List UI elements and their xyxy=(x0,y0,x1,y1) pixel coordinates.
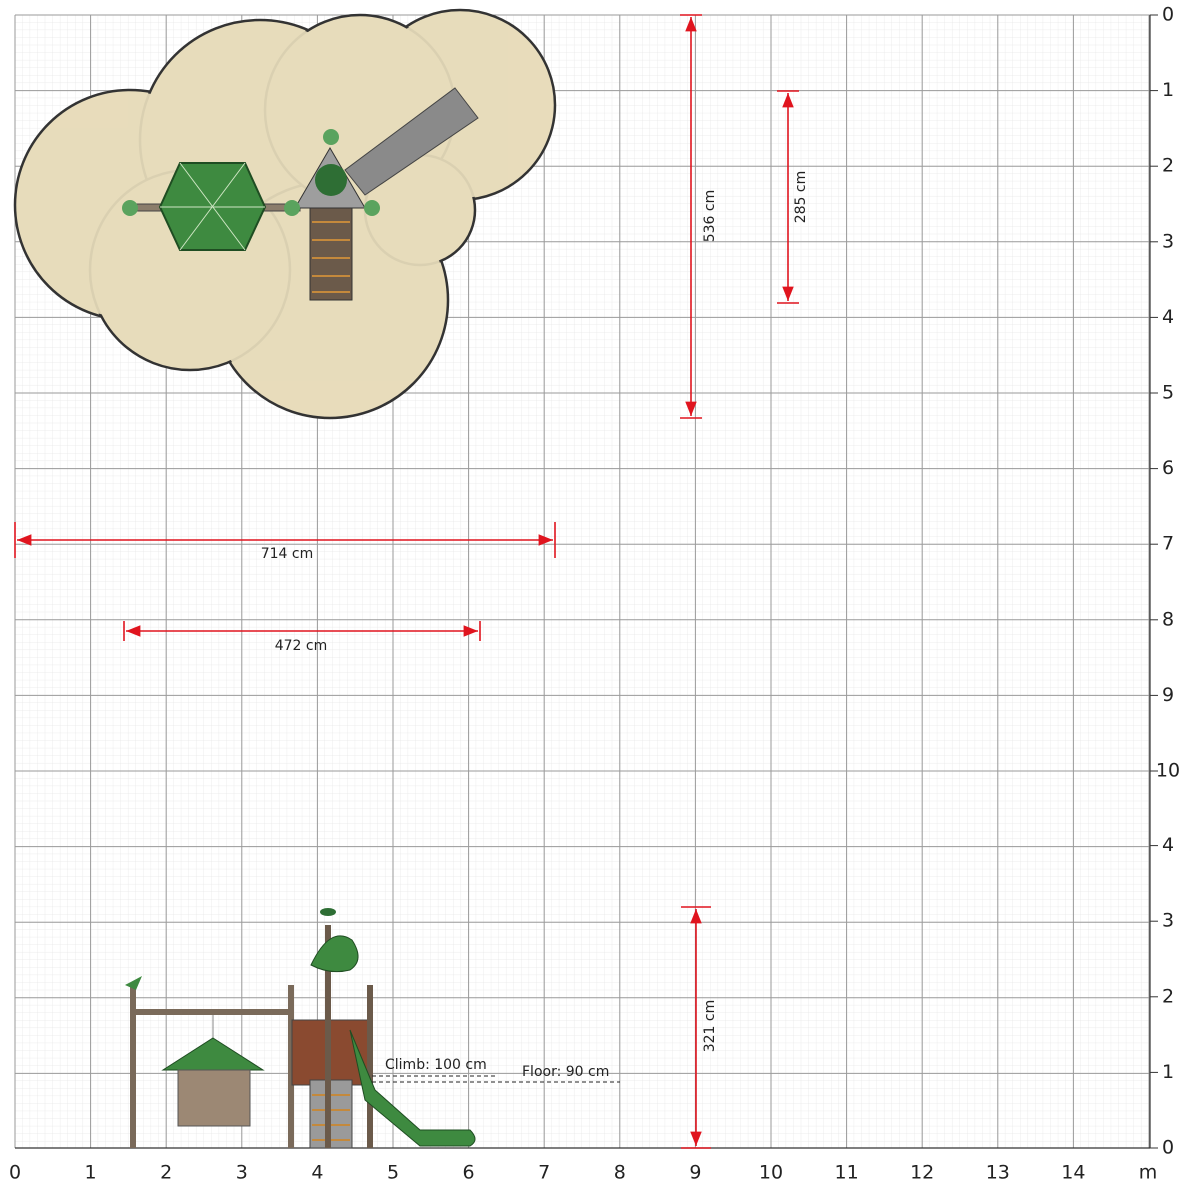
x-tick-label: 11 xyxy=(835,1162,859,1184)
dimension-label: 536 cm xyxy=(702,190,718,243)
annotation: Climb: 100 cm xyxy=(385,1057,487,1073)
y-tick-label: 6 xyxy=(1162,457,1174,479)
y-tick-label: 0 xyxy=(1162,1137,1174,1159)
y-tick-label: 7 xyxy=(1162,533,1174,555)
y-tick-label: 1 xyxy=(1162,1061,1174,1083)
y-tick-label: 3 xyxy=(1162,230,1174,252)
dimension-lines xyxy=(14,14,799,1149)
x-tick-label: 10 xyxy=(759,1162,783,1184)
x-tick-label: 14 xyxy=(1061,1162,1085,1184)
x-tick-label: 3 xyxy=(236,1162,248,1184)
y-tick-label: 10 xyxy=(1156,760,1180,782)
dimension-label: 472 cm xyxy=(275,638,328,654)
y-tick-label: 9 xyxy=(1162,684,1174,706)
dimension-label: 321 cm xyxy=(702,1000,718,1053)
y-tick-label: 0 xyxy=(1162,4,1174,26)
x-tick-label: 0 xyxy=(9,1162,21,1184)
y-tick-label: 2 xyxy=(1162,155,1174,177)
x-axis-unit: m xyxy=(1139,1162,1158,1184)
y-tick-label: 4 xyxy=(1162,834,1174,856)
x-tick-label: 2 xyxy=(160,1162,172,1184)
top-view xyxy=(13,8,557,420)
y-tick-label: 5 xyxy=(1162,382,1174,404)
x-tick-label: 13 xyxy=(986,1162,1010,1184)
y-tick-label: 1 xyxy=(1162,79,1174,101)
x-tick-label: 9 xyxy=(689,1162,701,1184)
x-tick-label: 8 xyxy=(614,1162,626,1184)
x-tick-label: 5 xyxy=(387,1162,399,1184)
side-view xyxy=(125,908,476,1149)
x-tick-label: 12 xyxy=(910,1162,934,1184)
annotation: Floor: 90 cm xyxy=(522,1064,609,1080)
y-tick-label: 8 xyxy=(1162,608,1174,630)
x-tick-label: 1 xyxy=(85,1162,97,1184)
y-tick-label: 4 xyxy=(1162,306,1174,328)
dimension-label: 285 cm xyxy=(793,171,809,224)
x-tick-label: 6 xyxy=(463,1162,475,1184)
x-tick-label: 7 xyxy=(538,1162,550,1184)
y-tick-label: 2 xyxy=(1162,985,1174,1007)
y-tick-label: 3 xyxy=(1162,910,1174,932)
dimension-label: 714 cm xyxy=(261,546,314,562)
x-tick-label: 4 xyxy=(311,1162,323,1184)
